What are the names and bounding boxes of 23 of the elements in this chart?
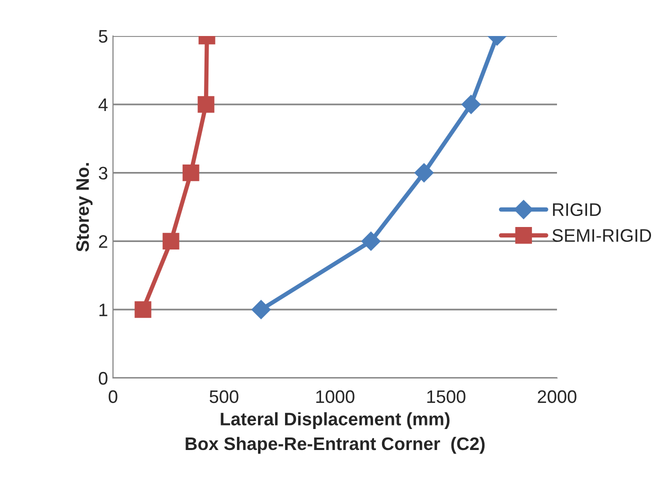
- point: [252, 300, 271, 320]
- y-tick-label: 4: [98, 98, 108, 111]
- x-tick-label: 2000: [538, 390, 576, 404]
- x-tick-label: 1000: [316, 390, 354, 404]
- y-tick-label: 5: [98, 30, 108, 43]
- x-axis-title: Lateral Displacement (mm) Box Shape-Re-Entrant Corner (C2): [186, 412, 485, 454]
- point: [182, 164, 200, 182]
- point: [198, 96, 214, 113]
- legend-label: RIGID: [553, 203, 601, 216]
- y-axis-title: Storey No.: [76, 163, 93, 252]
- x-tick-label: 0: [108, 390, 118, 404]
- point: [462, 94, 481, 114]
- x-tick-label: 1500: [427, 390, 466, 404]
- point: [414, 163, 434, 182]
- y-tick-label: 1: [99, 304, 108, 316]
- legend-label: SEMI-RIGID: [552, 229, 652, 242]
- x-tick-label: 500: [210, 390, 238, 404]
- y-tick-label: 2: [99, 235, 108, 248]
- y-tick-label: 3: [98, 166, 108, 180]
- point: [361, 232, 380, 251]
- point: [162, 232, 180, 250]
- point: [134, 301, 152, 318]
- y-tick-label: 0: [98, 372, 108, 385]
